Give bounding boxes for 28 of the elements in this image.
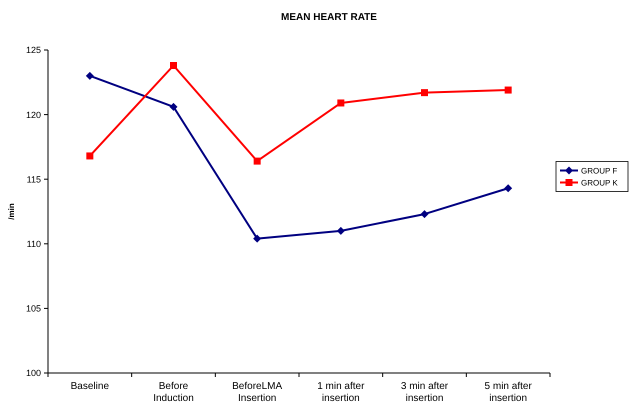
point	[337, 99, 344, 106]
point	[86, 72, 94, 80]
y-axis-title: /min	[7, 203, 16, 220]
x-tick-label: 5 min after insertion	[484, 381, 532, 404]
legend-label: GROUP K	[581, 178, 618, 188]
x-tick-label: Before Induction	[153, 381, 194, 404]
point	[170, 62, 177, 70]
x-tick-label: BeforeLMA Insertion	[232, 381, 283, 404]
x-tick-label: 3 min after insertion	[400, 381, 449, 404]
point	[504, 86, 512, 94]
x-tick-label: Baseline	[70, 381, 110, 392]
point	[170, 102, 178, 111]
point	[336, 226, 345, 235]
y-tick-label: 115	[26, 174, 41, 184]
y-tick-label: 120	[26, 110, 41, 120]
point	[86, 152, 94, 160]
y-tick-label: 100	[26, 368, 41, 378]
y-tick-label: 125	[26, 45, 41, 56]
point	[254, 158, 261, 165]
point	[420, 210, 428, 218]
point	[253, 234, 262, 243]
point	[504, 184, 512, 192]
chart-title: MEAN HEART RATE	[281, 12, 378, 23]
point	[421, 89, 428, 96]
x-tick-label: 1 min after insertion	[317, 381, 366, 404]
y-tick-label: 110	[26, 238, 41, 249]
y-tick-label: 105	[26, 304, 41, 314]
legend-label: GROUP F	[581, 166, 618, 176]
